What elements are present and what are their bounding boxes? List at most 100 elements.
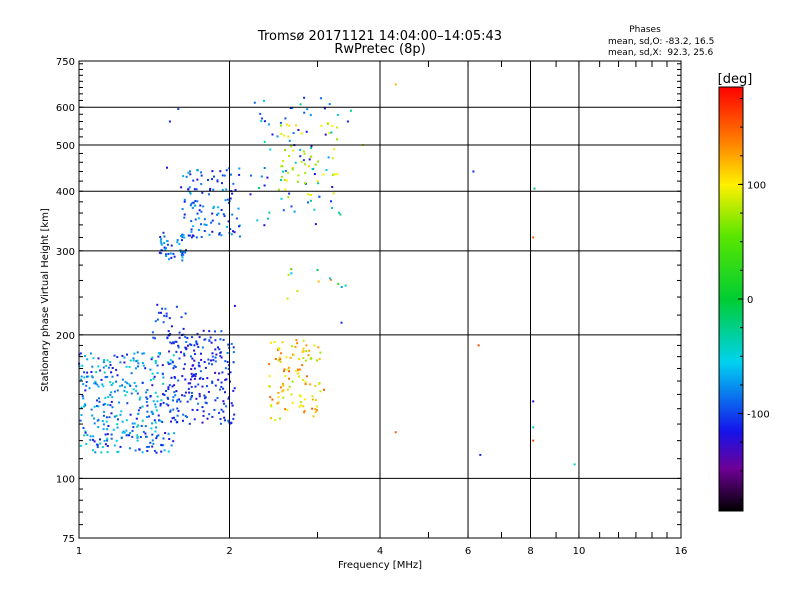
data-point [115, 368, 118, 371]
data-point [136, 359, 139, 362]
data-point [86, 371, 89, 374]
x-tick-label: 6 [465, 546, 471, 557]
data-point [297, 358, 300, 360]
data-point [110, 412, 113, 415]
data-point [220, 234, 223, 237]
data-point [214, 339, 217, 342]
data-point [193, 373, 195, 376]
data-point [173, 376, 176, 378]
data-point [192, 201, 195, 204]
data-point [106, 451, 109, 454]
data-point [300, 132, 303, 135]
data-point [170, 444, 173, 447]
data-point [260, 175, 263, 178]
data-point [96, 443, 99, 446]
data-point [289, 356, 292, 359]
data-point [284, 188, 287, 191]
data-point [154, 391, 157, 394]
data-point [182, 234, 185, 236]
data-point [157, 311, 160, 314]
data-point [322, 173, 325, 176]
data-point [271, 133, 274, 136]
phase-stats-x: mean, sd,X: 92.3, 25.6 [608, 48, 714, 58]
data-point [161, 307, 164, 310]
data-point [190, 203, 193, 206]
data-point [88, 387, 91, 390]
data-point [227, 367, 230, 370]
data-point [190, 343, 193, 346]
data-point [175, 350, 178, 353]
colorbar-tick-label: 0 [747, 295, 753, 306]
data-point [165, 255, 168, 257]
data-point [319, 97, 322, 100]
data-point [154, 430, 157, 433]
data-point [286, 297, 289, 300]
data-point [127, 433, 129, 436]
data-point [332, 192, 335, 195]
data-point [277, 188, 280, 191]
data-point [141, 451, 144, 454]
data-point [203, 230, 206, 232]
data-point [184, 336, 187, 338]
data-point [332, 173, 335, 176]
data-point [218, 232, 221, 234]
data-point [126, 402, 129, 405]
data-point [85, 384, 88, 387]
data-point [318, 195, 321, 198]
data-point [225, 188, 228, 191]
data-point [214, 348, 217, 351]
data-point [184, 251, 187, 254]
data-point [302, 405, 305, 408]
data-point [197, 364, 200, 367]
data-point [214, 371, 217, 374]
data-point [109, 361, 112, 363]
data-point [193, 188, 196, 191]
data-point [181, 394, 184, 397]
data-point [125, 434, 128, 437]
data-point [165, 312, 168, 315]
data-point [146, 410, 149, 413]
data-point [216, 397, 219, 399]
data-point [102, 403, 105, 406]
data-point [157, 434, 160, 437]
data-point [134, 449, 137, 452]
data-point [218, 233, 221, 236]
data-point [168, 384, 171, 387]
data-point [304, 380, 307, 383]
data-point [197, 383, 200, 386]
data-point [79, 352, 82, 355]
data-point [268, 375, 271, 378]
data-point [329, 278, 332, 281]
data-point [230, 421, 233, 424]
data-point [232, 417, 235, 420]
data-point [306, 193, 309, 196]
data-point [101, 446, 104, 449]
data-point [168, 258, 170, 261]
data-point [206, 385, 208, 388]
data-point [98, 397, 100, 400]
data-point [121, 431, 124, 434]
data-point [327, 156, 330, 159]
data-point [83, 403, 86, 406]
data-point [268, 211, 271, 214]
data-point [123, 356, 126, 359]
data-point [180, 235, 182, 237]
data-point [188, 191, 191, 194]
data-point [317, 160, 320, 163]
data-point [318, 382, 321, 385]
data-point [250, 174, 252, 177]
data-point [141, 381, 144, 384]
data-point [169, 341, 172, 344]
data-point [281, 341, 284, 344]
data-point [276, 135, 279, 138]
data-point [135, 360, 138, 363]
data-point [194, 200, 197, 202]
data-point [176, 239, 179, 242]
data-point [290, 268, 293, 271]
data-point [231, 404, 234, 407]
data-point [163, 314, 166, 317]
data-point [80, 378, 82, 381]
data-point [167, 330, 170, 333]
data-point [130, 372, 133, 375]
data-point [193, 377, 196, 380]
